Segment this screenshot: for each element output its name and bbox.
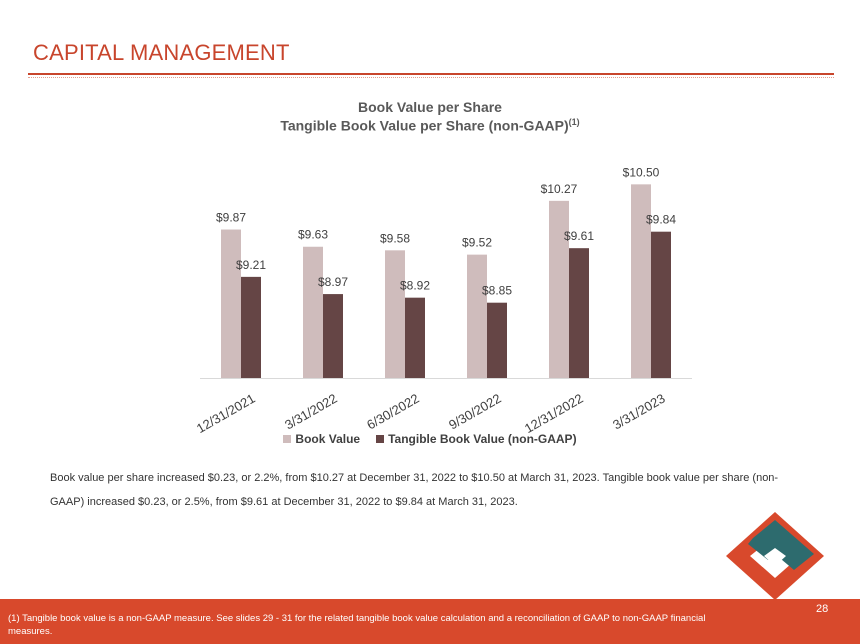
chart-subtitle-text: Tangible Book Value per Share (non-GAAP) [280,117,569,134]
x-tick-label: 3/31/2022 [282,391,340,433]
narrative-text: Book value per share increased $0.23, or… [50,472,779,508]
chart-subtitle-footnote-mark: (1) [568,117,580,127]
x-tick-label: 6/30/2022 [364,391,422,433]
footer-bar [0,599,860,644]
bar-book-value [221,229,241,378]
page-number: 28 [816,603,829,615]
bar-chart: $9.87 $9.21 12/31/2021 $9.63 $8.97 3/31/2022 $… [194,165,692,437]
bar-tangible-book-value [569,248,589,378]
legend-swatch-tangible-book-value [376,435,385,443]
data-label-tangible-book-value: $8.85 [482,284,512,298]
legend-label-tangible-book-value: Tangible Book Value (non-GAAP) [388,432,577,446]
bar-book-value [303,246,323,378]
data-label-book-value: $9.87 [216,211,246,225]
x-tick-label: 12/31/2022 [522,391,586,437]
title-divider-dotted [28,77,834,78]
bar-tangible-book-value [241,276,261,378]
bar-book-value [467,254,487,378]
company-logo [726,512,824,600]
data-label-tangible-book-value: $9.61 [564,229,594,243]
data-label-book-value: $9.63 [298,228,328,242]
footnote: (1) Tangible book value is a non-GAAP me… [8,613,706,637]
legend-item-book-value: Book Value [283,432,360,446]
chart-legend: Book Value Tangible Book Value (non-GAAP… [0,432,860,446]
legend-swatch-book-value [283,435,292,443]
data-label-tangible-book-value: $9.84 [646,213,676,227]
title-divider [28,73,834,75]
slide-title: CAPITAL MANAGEMENT [33,40,290,65]
bar-tangible-book-value [651,231,671,378]
data-label-tangible-book-value: $8.97 [318,275,348,289]
data-label-tangible-book-value: $8.92 [400,279,430,293]
x-tick-label: 12/31/2021 [194,391,258,437]
data-label-book-value: $10.50 [623,165,660,179]
bar-book-value [631,184,651,378]
bar-tangible-book-value [323,294,343,378]
legend-item-tangible-book-value: Tangible Book Value (non-GAAP) [376,432,577,446]
bar-tangible-book-value [487,302,507,378]
legend-label-book-value: Book Value [295,432,361,446]
data-label-tangible-book-value: $9.21 [236,258,266,272]
data-label-book-value: $9.52 [462,236,492,250]
data-label-book-value: $10.27 [541,182,578,196]
x-tick-label: 3/31/2023 [610,391,668,433]
chart-title: Book Value per Share [358,99,502,115]
bar-tangible-book-value [405,297,425,378]
x-tick-label: 9/30/2022 [446,391,504,433]
bar-book-value [549,200,569,378]
data-label-book-value: $9.58 [380,231,410,245]
bar-book-value [385,250,405,378]
chart-subtitle: Tangible Book Value per Share (non-GAAP)… [0,117,860,134]
